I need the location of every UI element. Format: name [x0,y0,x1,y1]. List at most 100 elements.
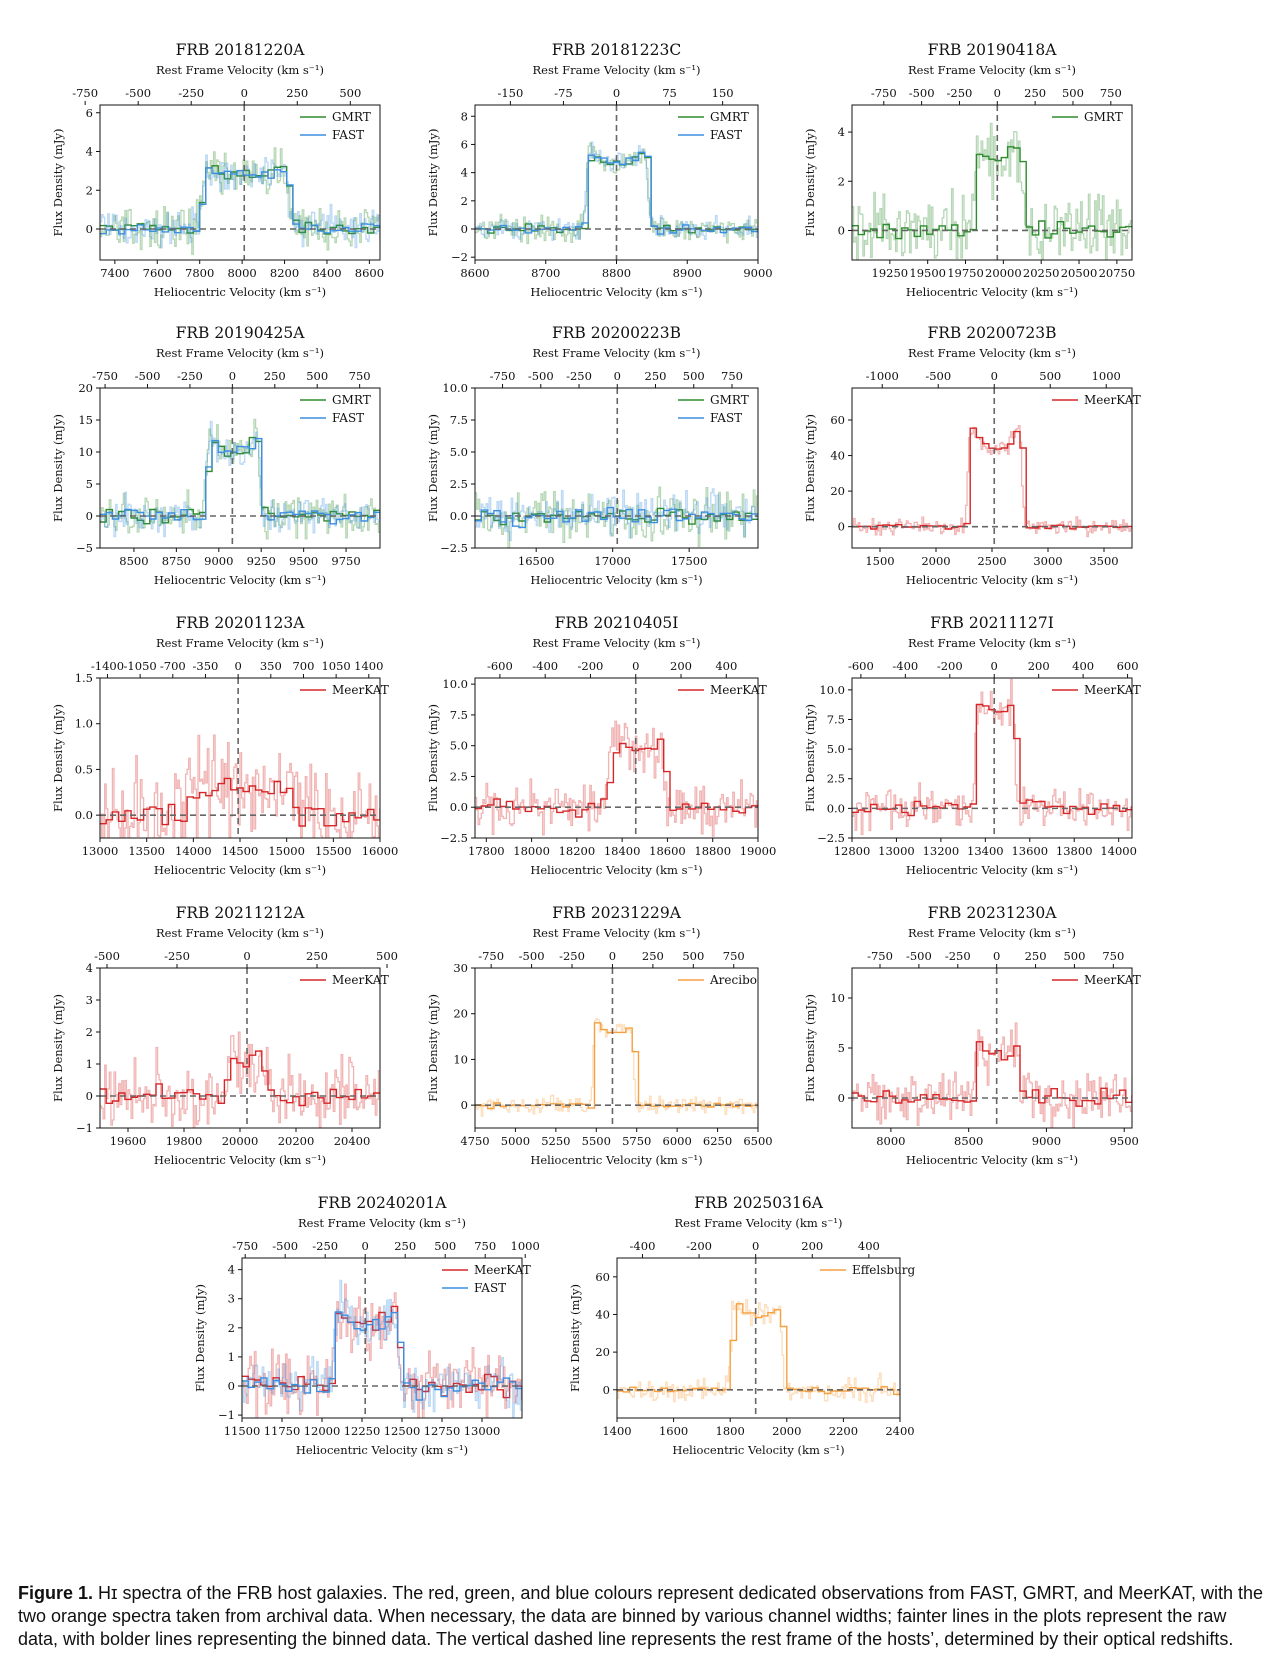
series-binned-meerkat [852,1041,1132,1107]
top-tick-label: 250 [642,949,664,963]
chart-panel: 17800 18000 18200 18400 18600 18800 19000 −2.5 0… [426,614,776,877]
chart-panel: 1500 2000 2500 3000 3500 0 20 40 60 -1000 -500 0 500… [803,324,1141,587]
y-tick-label: 8 [461,109,468,123]
y-tick-label: 7.5 [450,413,468,427]
legend-label: MeerKAT [1084,683,1141,697]
chart-panel: 13000 13500 14000 14500 15000 15500 160000.00.… [51,614,398,877]
series-raw-gmrt [475,486,758,548]
x-tick-label: 5500 [582,1134,611,1148]
y-tick-label: 4 [228,1263,235,1277]
top-axis-label: Rest Frame Velocity (km s⁻¹) [675,1216,843,1230]
top-tick-label: -400 [532,659,558,673]
y-tick-label: −2.5 [440,541,468,555]
plot-frame [616,1257,901,1419]
top-tick-label: -75 [554,86,573,100]
x-tick-label: 6000 [663,1134,692,1148]
top-axis-label: Rest Frame Velocity (km s⁻¹) [908,926,1076,940]
y-axis-label: Flux Density (mJy) [426,994,440,1102]
x-tick-label: 20250 [1023,266,1060,280]
y-tick-label: 4 [86,961,93,975]
top-tick-label: 700 [292,659,314,673]
x-axis-label: Heliocentric Velocity (km s⁻¹) [530,863,702,877]
top-axis-label: Rest Frame Velocity (km s⁻¹) [908,636,1076,650]
y-tick-label: 2 [86,183,93,197]
series-raw-fast [242,1279,522,1418]
chart-title: FRB 20211212A [176,904,306,922]
chart-panel: 8500 8750 9000 9250 9500 9750 −5 0 5 10 15 20-750 -5… [51,324,381,587]
legend-label: GMRT [710,110,749,124]
legend-label: GMRT [332,393,371,407]
top-tick-label: 200 [1028,659,1050,673]
y-axis-label: Flux Density (mJy) [426,414,440,522]
y-tick-label: 4 [461,166,468,180]
y-tick-label: 0 [603,1383,610,1397]
top-tick-label: 500 [682,949,704,963]
top-tick-label: 0 [614,369,621,383]
y-tick-label: 10.0 [442,381,468,395]
top-tick-label: 0 [229,369,236,383]
x-tick-label: 13000 [82,844,119,858]
y-tick-label: 0.0 [827,801,845,815]
plot-area [852,105,1132,260]
top-tick-label: 400 [858,1239,880,1253]
top-tick-label: 250 [645,369,667,383]
top-axis-label: Rest Frame Velocity (km s⁻¹) [908,63,1076,77]
top-tick-label: -750 [478,949,504,963]
top-tick-label: 750 [723,949,745,963]
y-tick-label: 10 [453,1052,468,1066]
x-tick-label: 13200 [923,844,960,858]
y-tick-label: 2 [461,194,468,208]
top-tick-label: -600 [487,659,513,673]
x-tick-label: 6500 [743,1134,772,1148]
chart-title: FRB 20231230A [928,904,1058,922]
plot-area [617,1258,900,1418]
x-tick-label: 1400 [602,1424,631,1438]
x-tick-label: 2500 [977,554,1006,568]
y-tick-label: −2 [451,250,468,264]
series-raw-meerkat [852,1022,1132,1128]
y-axis-label: Flux Density (mJy) [51,129,65,237]
series-binned-fast [100,167,380,235]
x-tick-label: 5750 [622,1134,651,1148]
top-tick-label: -500 [272,1239,298,1253]
top-tick-label: -250 [945,949,971,963]
y-tick-label: 0.0 [450,800,468,814]
x-tick-label: 18600 [649,844,686,858]
x-tick-label: 2200 [829,1424,858,1438]
top-tick-label: 1400 [354,659,383,673]
plot-area [100,105,380,260]
legend-label: GMRT [710,393,749,407]
plot-frame [474,387,759,549]
top-axis-label: Rest Frame Velocity (km s⁻¹) [533,63,701,77]
chart-title: FRB 20190425A [176,324,306,342]
y-tick-label: 4 [86,145,93,159]
top-tick-label: 500 [434,1239,456,1253]
top-tick-label: 250 [286,86,308,100]
top-tick-label: 0 [362,1239,369,1253]
top-tick-label: -200 [578,659,604,673]
x-tick-label: 16500 [518,554,555,568]
caption-label: Figure 1. [18,1583,94,1603]
y-tick-label: 40 [595,1307,610,1321]
y-axis-label: Flux Density (mJy) [51,704,65,812]
x-tick-label: 1500 [865,554,894,568]
top-tick-label: 250 [1024,86,1046,100]
x-tick-label: 15500 [315,844,352,858]
y-tick-label: 15 [78,413,93,427]
top-tick-label: 500 [306,369,328,383]
legend-label: MeerKAT [474,1263,531,1277]
series-binned-meerkat [852,427,1132,530]
x-axis-label: Heliocentric Velocity (km s⁻¹) [906,1153,1078,1167]
x-tick-label: 11500 [224,1424,261,1438]
y-tick-label: 30 [453,961,468,975]
y-tick-label: 7.5 [827,712,845,726]
y-tick-label: 0.0 [75,808,93,822]
plot-frame [474,677,759,839]
top-tick-label: -600 [848,659,874,673]
y-axis-label: Flux Density (mJy) [568,1284,582,1392]
plot-frame [99,387,381,549]
x-tick-label: 8200 [270,266,299,280]
top-tick-label: 0 [609,949,616,963]
y-axis-label: Flux Density (mJy) [51,414,65,522]
y-tick-label: −2.5 [440,831,468,845]
